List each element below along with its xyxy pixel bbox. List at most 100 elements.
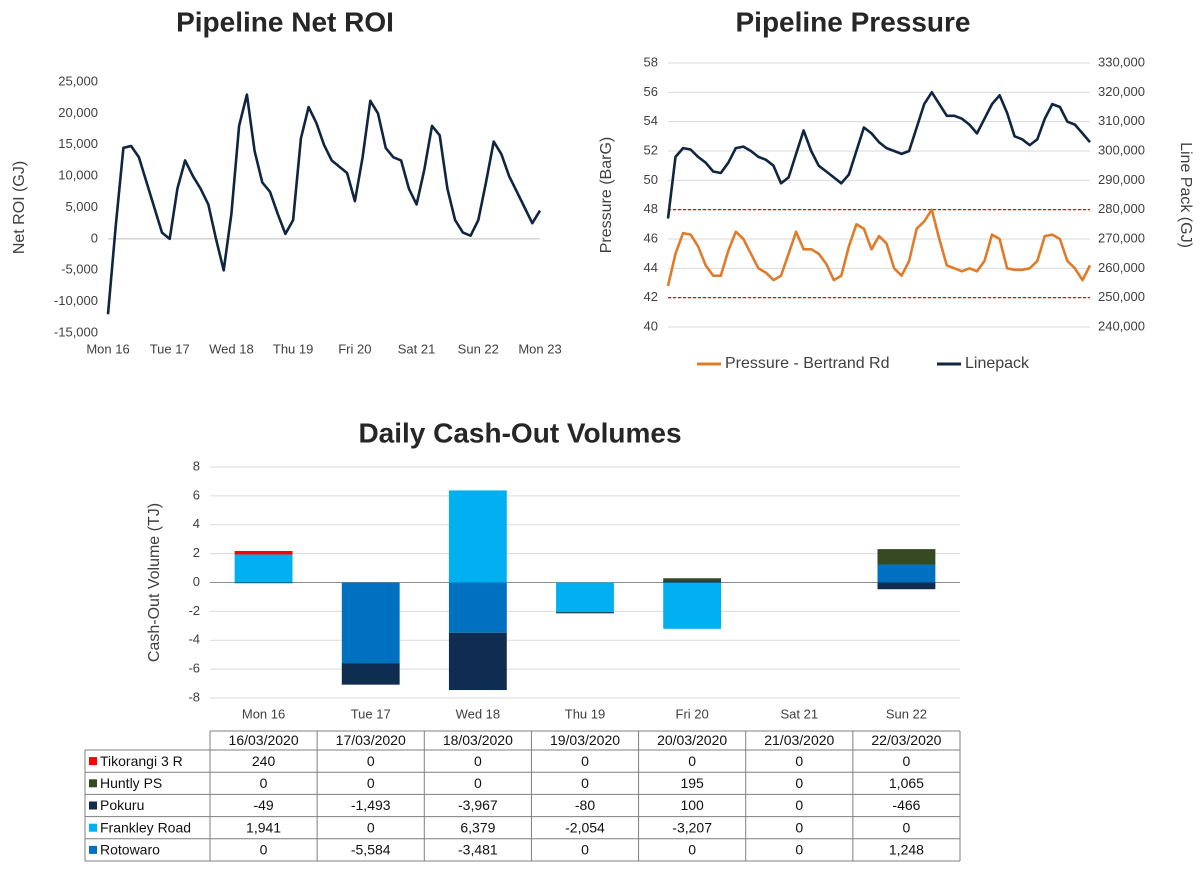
table-cell: 0	[688, 842, 696, 858]
table-cell: -466	[892, 797, 920, 813]
x-tick-label: Tue 17	[351, 706, 391, 721]
table-cell: -3,207	[672, 819, 712, 835]
x-tick-label: Sun 22	[886, 706, 927, 721]
table-cell: 0	[260, 842, 268, 858]
y-axis-title: Net ROI (GJ)	[11, 161, 28, 254]
y2-tick-label: 310,000	[1098, 113, 1145, 128]
y-tick-label: 8	[193, 458, 200, 473]
bar-segment	[556, 612, 614, 614]
table-header: 17/03/2020	[336, 732, 406, 748]
x-tick-label: Thu 19	[273, 341, 313, 356]
legend-label: Tikorangi 3 R	[100, 753, 183, 769]
bar-segment	[663, 578, 722, 582]
bar-segment	[448, 490, 507, 583]
legend-label: Linepack	[965, 355, 1030, 372]
x-tick-label: Wed 18	[456, 706, 501, 721]
y-tick-label: 50	[644, 172, 658, 187]
y2-tick-label: 290,000	[1098, 172, 1145, 187]
table-cell: 1,065	[889, 775, 924, 791]
y-tick-label: -8	[188, 689, 200, 704]
y-tick-label: -6	[188, 661, 200, 676]
bar-segment	[448, 582, 507, 633]
table-cell: -3,481	[458, 842, 498, 858]
y-tick-label: 2	[193, 545, 200, 560]
y-tick-label: 44	[644, 260, 658, 275]
table-cell: 0	[795, 775, 803, 791]
bar-segment	[663, 581, 722, 583]
table-cell: -80	[575, 797, 595, 813]
y-tick-label: 0	[193, 574, 200, 589]
legend-label: Pokuru	[100, 797, 144, 813]
x-tick-label: Thu 19	[565, 706, 605, 721]
table-cell: -1,493	[351, 797, 391, 813]
bar-segment	[341, 663, 400, 685]
series-line	[666, 91, 1091, 219]
table-cell: 0	[474, 775, 482, 791]
y2-tick-label: 250,000	[1098, 289, 1145, 304]
x-tick-label: Wed 18	[209, 341, 254, 356]
x-tick-label: Fri 20	[676, 706, 709, 721]
table-header: 18/03/2020	[443, 732, 513, 748]
legend-swatch	[89, 779, 97, 788]
table-cell: 0	[581, 775, 589, 791]
y2-tick-label: 330,000	[1098, 54, 1145, 69]
chart-title: Daily Cash-Out Volumes	[358, 417, 681, 448]
x-tick-label: Fri 20	[338, 341, 371, 356]
table-cell: 1,248	[889, 842, 924, 858]
table-cell: 0	[367, 819, 375, 835]
y2-axis-title: Line Pack (GJ)	[1177, 142, 1194, 248]
y-tick-label: 56	[644, 84, 658, 99]
y2-tick-label: 300,000	[1098, 142, 1145, 157]
bar-segment	[663, 582, 722, 629]
bar-segment	[234, 554, 293, 583]
table-cell: -49	[253, 797, 273, 813]
bar-segment	[877, 564, 936, 583]
table-cell: 0	[795, 797, 803, 813]
x-tick-label: Mon 16	[242, 706, 285, 721]
table-cell: 6,379	[460, 819, 495, 835]
legend-swatch	[89, 801, 97, 810]
y-axis-title: Pressure (BarG)	[598, 137, 615, 253]
legend-label: Frankley Road	[100, 819, 191, 835]
y-tick-label: -10,000	[54, 293, 98, 308]
table-cell: 0	[474, 753, 482, 769]
table-header: 19/03/2020	[550, 732, 620, 748]
y-tick-label: -5,000	[61, 262, 98, 277]
y-tick-label: 54	[644, 113, 658, 128]
x-tick-label: Mon 23	[518, 341, 561, 356]
y-tick-label: 0	[91, 230, 98, 245]
x-tick-label: Tue 17	[150, 341, 190, 356]
legend-swatch	[89, 823, 97, 832]
y-tick-label: 4	[193, 516, 200, 531]
bar-segment	[234, 551, 293, 555]
table-cell: 240	[252, 753, 276, 769]
chart-title: Pipeline Pressure	[735, 6, 970, 37]
bar-segment	[341, 582, 400, 664]
y2-tick-label: 320,000	[1098, 84, 1145, 99]
table-cell: 0	[903, 753, 911, 769]
x-tick-label: Mon 16	[86, 341, 129, 356]
chart-title: Pipeline Net ROI	[176, 6, 394, 37]
table-cell: 0	[260, 775, 268, 791]
y2-tick-label: 280,000	[1098, 201, 1145, 216]
table-header: 22/03/2020	[871, 732, 941, 748]
x-tick-label: Sat 21	[398, 341, 436, 356]
table-cell: 0	[688, 753, 696, 769]
y2-tick-label: 260,000	[1098, 260, 1145, 275]
table-cell: -3,967	[458, 797, 498, 813]
legend-label: Rotowaro	[100, 842, 160, 858]
y-tick-label: 40	[644, 318, 658, 333]
table-header: 20/03/2020	[657, 732, 727, 748]
y-tick-label: 10,000	[58, 168, 98, 183]
y-tick-label: 42	[644, 289, 658, 304]
y-tick-label: -15,000	[54, 324, 98, 339]
y-tick-label: 25,000	[58, 73, 98, 88]
x-tick-label: Sun 22	[458, 341, 499, 356]
x-tick-label: Sat 21	[780, 706, 818, 721]
series-line	[106, 93, 542, 315]
y-tick-label: 5,000	[65, 199, 98, 214]
y2-tick-label: 240,000	[1098, 318, 1145, 333]
table-cell: -2,054	[565, 819, 605, 835]
legend-swatch	[89, 845, 97, 854]
